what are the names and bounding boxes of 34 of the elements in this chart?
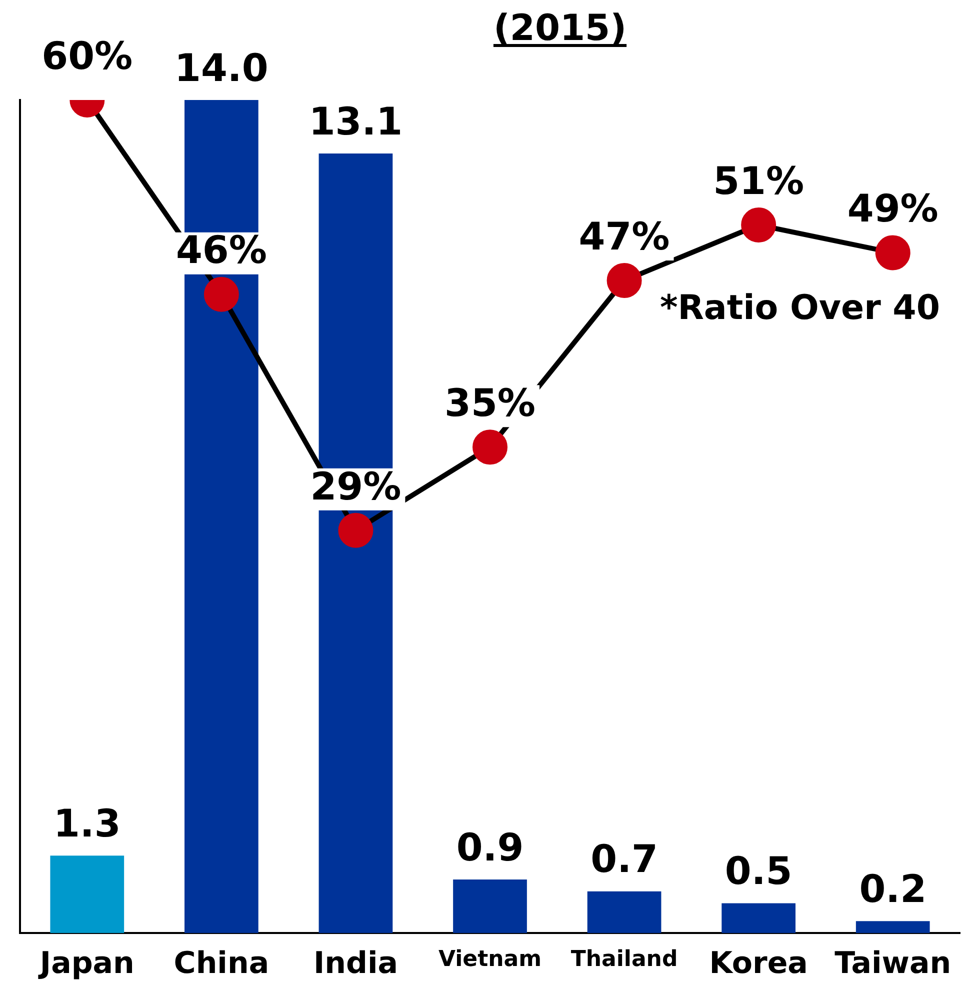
data-label: 47% <box>578 214 670 258</box>
data-label: 0.2 <box>859 866 927 911</box>
data-label: 35% <box>444 380 536 425</box>
data-label: 51% <box>713 158 804 203</box>
x-tick-label: Taiwan <box>834 946 952 981</box>
point <box>741 207 776 242</box>
bar <box>50 856 124 933</box>
point <box>204 276 239 312</box>
point <box>875 235 910 270</box>
bar <box>856 921 930 933</box>
x-tick-label: Korea <box>709 946 808 981</box>
annotation: *Ratio Over 40 <box>660 288 940 328</box>
chart-title: (2015) <box>493 8 627 49</box>
data-label: 1.3 <box>53 802 121 846</box>
x-tick-label: Japan <box>38 946 134 981</box>
data-label: 29% <box>310 464 402 508</box>
x-tick-label: Vietnam <box>438 946 542 972</box>
point <box>472 430 508 465</box>
x-tick-label: China <box>174 946 270 981</box>
data-label: 0.5 <box>724 849 792 894</box>
data-label: 0.9 <box>456 825 524 870</box>
x-tick-label: Thailand <box>570 946 678 972</box>
data-label: 0.7 <box>590 837 658 882</box>
bar <box>587 891 662 933</box>
x-tick-label: India <box>313 946 398 981</box>
bar <box>722 903 796 933</box>
point <box>338 512 374 548</box>
data-label: 49% <box>847 186 938 231</box>
point <box>606 262 642 298</box>
bar <box>453 879 527 933</box>
data-label: 14.0 <box>174 46 268 90</box>
data-label: 13.1 <box>308 99 403 144</box>
data-label: 46% <box>176 228 267 272</box>
data-label: 60% <box>42 34 133 78</box>
